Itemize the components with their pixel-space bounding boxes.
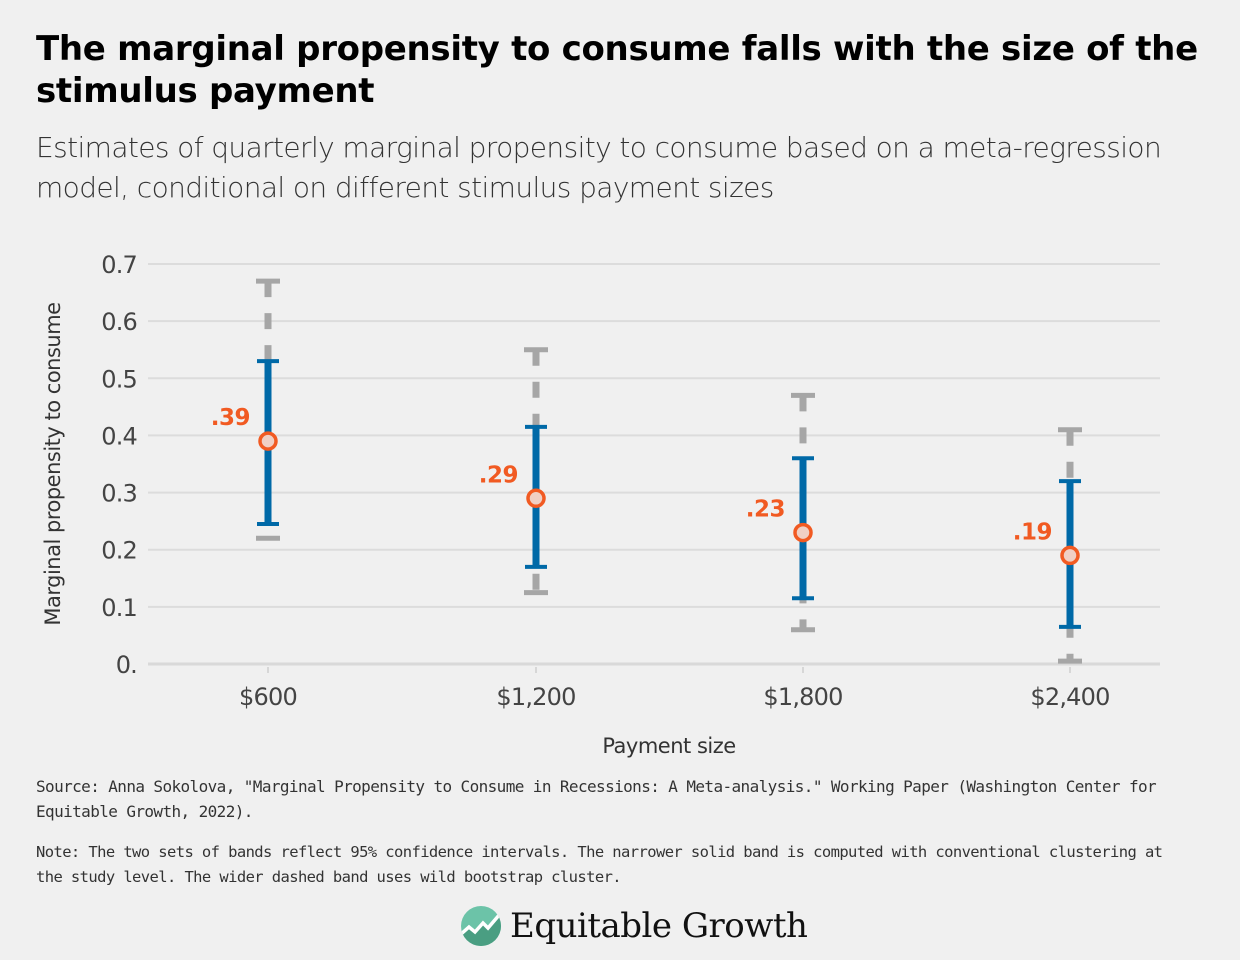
point-estimates: [258, 431, 1080, 566]
x-axis-label: Payment size: [602, 734, 735, 758]
point-estimate: [793, 522, 813, 543]
gridlines: [148, 263, 1160, 666]
chart-subtitle: Estimates of quarterly marginal propensi…: [36, 131, 1162, 204]
x-tick-label: $2,400: [1030, 683, 1109, 711]
point-estimate: [258, 431, 278, 451]
y-tick-label: 0.7: [101, 251, 137, 279]
y-tick-label: 0.3: [101, 480, 137, 508]
point-labels: .39 .29 .23 .19: [211, 405, 1053, 545]
chart-title: The marginal propensity to consume falls…: [36, 29, 1198, 111]
y-tick-label: 0.1: [101, 594, 137, 622]
source-note: Source: Anna Sokolova, "Marginal Propens…: [36, 777, 1157, 821]
y-tick-label: 0.: [116, 651, 137, 679]
x-tick-label: $600: [239, 683, 297, 711]
x-axis-ticks: $600 $1,200 $1,800 $2,400: [239, 667, 1110, 711]
y-tick-label: 0.2: [101, 537, 137, 565]
x-tick-label: $1,200: [496, 683, 575, 711]
y-axis-ticks: 0. 0.1 0.2 0.3 0.4 0.5 0.6 0.7: [101, 251, 138, 679]
rising-line-chart-circle-icon: [461, 906, 501, 946]
point-label: .19: [1013, 519, 1052, 545]
chart-plot: 0. 0.1 0.2 0.3 0.4 0.5 0.6 0.7 $600 $1,200 $1,800…: [41, 251, 1160, 758]
x-tick-label: $1,800: [763, 683, 842, 711]
y-tick-label: 0.5: [101, 365, 137, 393]
point-label: .29: [479, 462, 518, 488]
y-tick-label: 0.6: [101, 308, 137, 336]
wild-bootstrap-bands: [256, 278, 1082, 664]
point-estimate: [526, 488, 546, 509]
point-estimate: [1060, 545, 1080, 566]
methodology-note: Note: The two sets of bands reflect 95% …: [36, 843, 1163, 886]
point-label: .39: [211, 405, 250, 431]
point-label: .23: [746, 497, 785, 523]
y-axis-label: Marginal propensity to consume: [41, 302, 65, 625]
y-tick-label: 0.4: [101, 422, 137, 450]
equitable-growth-logo: Equitable Growth: [460, 904, 808, 948]
logo-text: Equitable Growth: [510, 906, 808, 946]
conventional-bands: [257, 359, 1081, 629]
